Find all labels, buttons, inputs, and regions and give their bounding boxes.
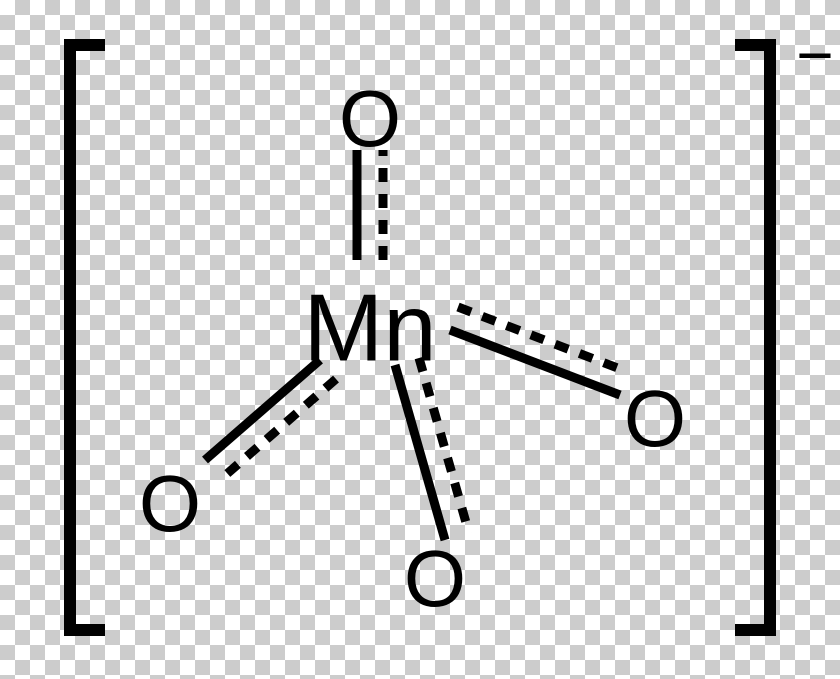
atom-mn-center: Mn	[303, 274, 436, 381]
atom-o-right: O	[624, 374, 686, 463]
bracket-right	[735, 45, 770, 630]
atom-o-top: O	[339, 74, 401, 163]
charge-superscript: −	[796, 19, 833, 91]
bracket-left	[70, 45, 105, 630]
bond-dashed-bottom	[419, 358, 469, 533]
permanganate-structure: Mn O O O O −	[0, 0, 840, 679]
atom-o-bottom: O	[404, 534, 466, 623]
bond-solid-bottom	[395, 365, 445, 540]
atom-o-left: O	[139, 459, 201, 548]
